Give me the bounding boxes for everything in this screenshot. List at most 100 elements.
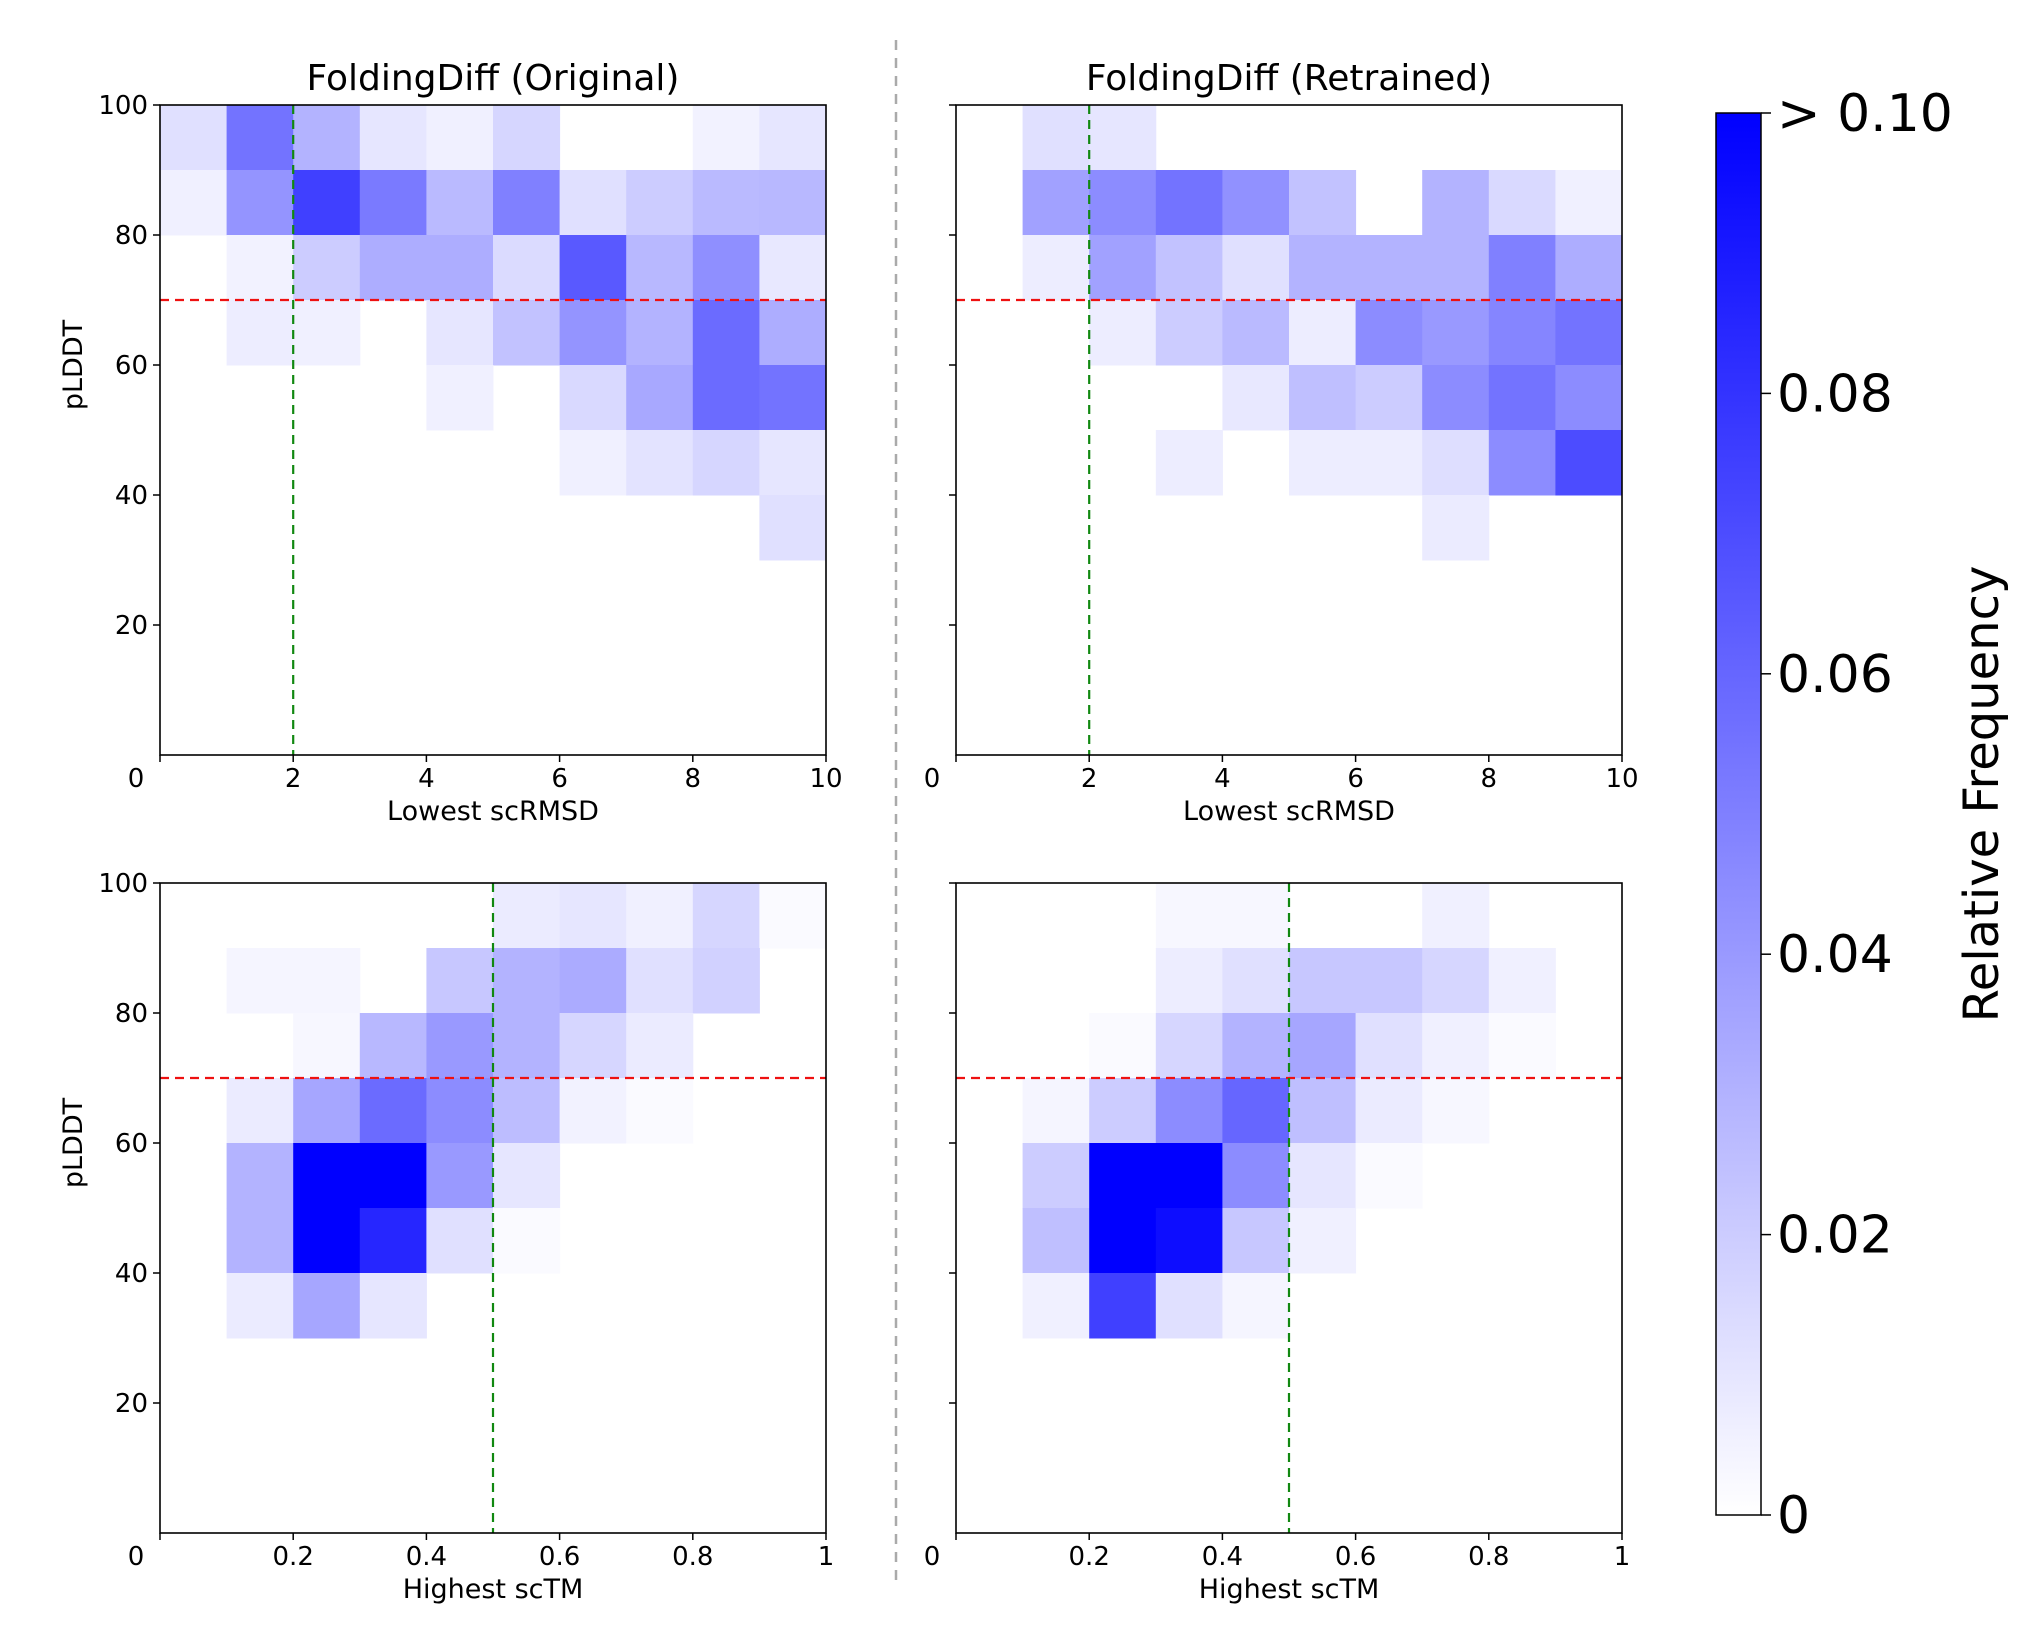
x-tick-label: 0	[924, 1542, 941, 1572]
panel-retr-tm: 0 0.2 0.4 0.6 0.8 1 Highest scTM	[924, 882, 1630, 1605]
heatmap-cell	[1289, 1208, 1357, 1274]
heatmap-cell	[626, 365, 694, 431]
y-tick-label: 80	[115, 221, 148, 251]
heatmap-cell	[1222, 235, 1290, 301]
heatmap-cell	[1289, 365, 1357, 431]
x-tick-label: 10	[1605, 764, 1638, 794]
heatmap-cell	[692, 105, 760, 171]
heatmap-cell	[226, 235, 294, 301]
heatmap-cell	[426, 300, 494, 366]
heatmap-cell	[1355, 300, 1423, 366]
colorbar-tick-label: 0.08	[1777, 364, 1893, 424]
heatmap-cell	[359, 1273, 427, 1339]
heatmap-cell	[1222, 365, 1290, 431]
x-tick-label: 0.6	[539, 1542, 580, 1572]
heatmap-cell	[293, 1273, 361, 1339]
heatmap-cell	[692, 430, 760, 496]
heatmap-cell	[759, 365, 827, 431]
heatmap-cell	[1355, 365, 1423, 431]
colorbar-tick-label: 0.04	[1777, 925, 1893, 985]
heatmap-cell	[1155, 430, 1223, 496]
heatmap-cell	[1155, 300, 1223, 366]
heatmap-cell	[626, 235, 694, 301]
heatmap-cell	[226, 948, 294, 1014]
heatmap-cell	[1488, 1013, 1556, 1079]
heatmap-cell	[1222, 170, 1290, 236]
heatmap-cell	[1555, 235, 1623, 301]
heatmap-cell	[1422, 300, 1490, 366]
heatmap-cell	[1422, 948, 1490, 1014]
heatmap-cell	[1089, 1208, 1157, 1274]
heatmap-cell	[226, 105, 294, 171]
heatmap-cell	[226, 1273, 294, 1339]
heatmap-cell	[1022, 1143, 1090, 1209]
heatmap-cell	[426, 1078, 494, 1144]
heatmap-cell	[759, 170, 827, 236]
panel-title: FoldingDiff (Original)	[307, 58, 680, 99]
heatmap-cell	[759, 300, 827, 366]
heatmap-cell	[1488, 300, 1556, 366]
x-tick-label: 0.2	[273, 1542, 314, 1572]
heatmap-cell	[1089, 300, 1157, 366]
heatmap-cell	[1022, 1078, 1090, 1144]
heatmap-cell	[1555, 300, 1623, 366]
x-tick-label: 0.4	[1202, 1542, 1243, 1572]
heatmap-cell	[1289, 1143, 1357, 1209]
x-tick-label: 0.2	[1069, 1542, 1110, 1572]
colorbar: 0 0.02 0.04 0.06 0.08 > 0.10 Relative Frequenc…	[1715, 84, 2010, 1546]
heatmap-cell	[1089, 1143, 1157, 1209]
panel-orig-rmsd: 0 2 4 6 8 10 20 40 60 80 100 Lowest scRMSD pLDDT Fold…	[58, 58, 843, 827]
heatmap-cell	[1289, 948, 1357, 1014]
heatmap-cell	[692, 365, 760, 431]
heatmap-cell	[1355, 1013, 1423, 1079]
heatmap-cell	[226, 1078, 294, 1144]
y-tick-label: 40	[115, 481, 148, 511]
heatmap-cell	[293, 300, 361, 366]
heatmap-cell	[293, 1143, 361, 1209]
heatmap-cell	[493, 1143, 561, 1209]
heatmap-cell	[1422, 495, 1490, 561]
heatmap-cell	[426, 170, 494, 236]
heatmap-cell	[1422, 883, 1490, 949]
heatmap-cell	[160, 170, 228, 236]
heatmap-cell	[426, 105, 494, 171]
heatmap-cell	[1488, 948, 1556, 1014]
heatmap-cell	[359, 235, 427, 301]
x-tick-label: 0.4	[406, 1542, 447, 1572]
heatmap-cell	[493, 948, 561, 1014]
x-tick-label: 0.8	[1468, 1542, 1509, 1572]
heatmap-cell	[1222, 1078, 1290, 1144]
heatmap-cell	[1422, 170, 1490, 236]
x-tick-label: 6	[1347, 764, 1364, 794]
heatmap-cell	[493, 1078, 561, 1144]
heatmap-cell	[359, 105, 427, 171]
heatmap-cell	[1155, 1208, 1223, 1274]
y-axis-label: pLDDT	[58, 319, 89, 410]
y-tick-label: 20	[115, 1389, 148, 1419]
heatmap-cell	[626, 300, 694, 366]
heatmap-cell	[1022, 105, 1090, 171]
heatmap-cell	[1355, 948, 1423, 1014]
y-tick-label: 40	[115, 1259, 148, 1289]
heatmap-cell	[226, 1143, 294, 1209]
heatmap-cell	[1289, 235, 1357, 301]
colorbar-tick-label: 0	[1777, 1486, 1810, 1546]
heatmap-cell	[1355, 1078, 1423, 1144]
heatmap-cell	[1155, 1143, 1223, 1209]
heatmap-cell	[226, 170, 294, 236]
heatmap-cell	[759, 495, 827, 561]
heatmap-cell	[1222, 1273, 1290, 1339]
heatmap-cell	[426, 1013, 494, 1079]
heatmap-cell	[559, 1078, 627, 1144]
heatmap-cell	[1089, 170, 1157, 236]
x-tick-label: 0	[924, 764, 941, 794]
heatmap-cell	[626, 948, 694, 1014]
heatmap-cell	[359, 170, 427, 236]
heatmap-cell	[692, 948, 760, 1014]
heatmap-cell	[1089, 1078, 1157, 1144]
heatmap-cell	[1022, 1273, 1090, 1339]
heatmap-cell	[1022, 170, 1090, 236]
heatmap-cell	[1488, 235, 1556, 301]
